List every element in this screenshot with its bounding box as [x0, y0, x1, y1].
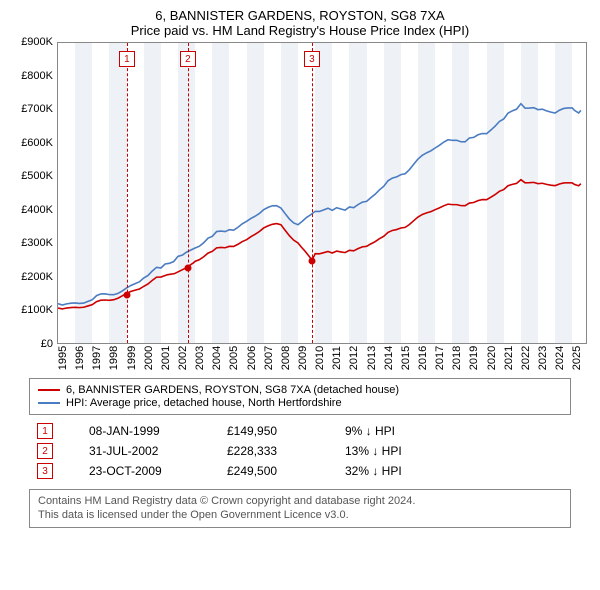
- x-tick-label: 2008: [280, 346, 292, 370]
- x-tick-label: 2003: [194, 346, 206, 370]
- legend-swatch: [38, 389, 60, 391]
- x-tick-label: 2000: [143, 346, 155, 370]
- x-tick-label: 2009: [297, 346, 309, 370]
- x-tick-label: 2024: [554, 346, 566, 370]
- x-tick-label: 2015: [400, 346, 412, 370]
- footer-line-1: Contains HM Land Registry data © Crown c…: [38, 494, 562, 508]
- chart-title: 6, BANNISTER GARDENS, ROYSTON, SG8 7XA: [10, 8, 590, 23]
- event-line: [312, 43, 313, 343]
- event-date: 23-OCT-2009: [89, 464, 209, 478]
- footer-box: Contains HM Land Registry data © Crown c…: [29, 489, 571, 528]
- event-date: 31-JUL-2002: [89, 444, 209, 458]
- y-tick-label: £100K: [21, 304, 53, 316]
- x-tick-label: 2006: [246, 346, 258, 370]
- x-tick-label: 2012: [348, 346, 360, 370]
- y-tick-label: £600K: [21, 137, 53, 149]
- event-row: 2 31-JUL-2002 £228,333 13% ↓ HPI: [29, 443, 571, 459]
- x-axis-labels: 1995 1996 1997 1998 1999 2000 2001 2002 2003 2004…: [57, 344, 587, 372]
- chart-subtitle: Price paid vs. HM Land Registry's House …: [10, 23, 590, 38]
- event-diff: 32% ↓ HPI: [345, 464, 455, 478]
- x-tick-label: 2010: [314, 346, 326, 370]
- series-hpi: [58, 104, 581, 305]
- y-tick-label: £700K: [21, 103, 53, 115]
- event-price: £228,333: [227, 444, 327, 458]
- x-tick-label: 2018: [451, 346, 463, 370]
- events-table: 1 08-JAN-1999 £149,950 9% ↓ HPI 2 31-JUL-2002…: [29, 423, 571, 479]
- y-tick-label: £0: [41, 338, 53, 350]
- legend-row: HPI: Average price, detached house, Nort…: [38, 397, 562, 409]
- chart-container: 6, BANNISTER GARDENS, ROYSTON, SG8 7XA P…: [0, 0, 600, 536]
- x-tick-label: 2020: [486, 346, 498, 370]
- x-tick-label: 2002: [177, 346, 189, 370]
- event-marker: 3: [304, 51, 320, 67]
- event-price: £249,500: [227, 464, 327, 478]
- x-tick-label: 2017: [434, 346, 446, 370]
- event-number-box: 1: [37, 423, 53, 439]
- event-price: £149,950: [227, 424, 327, 438]
- legend-label: 6, BANNISTER GARDENS, ROYSTON, SG8 7XA (…: [66, 384, 399, 396]
- y-tick-label: £900K: [21, 36, 53, 48]
- legend-box: 6, BANNISTER GARDENS, ROYSTON, SG8 7XA (…: [29, 378, 571, 415]
- x-tick-label: 2001: [160, 346, 172, 370]
- event-number-box: 3: [37, 463, 53, 479]
- event-number-box: 2: [37, 443, 53, 459]
- x-tick-label: 2016: [417, 346, 429, 370]
- legend-row: 6, BANNISTER GARDENS, ROYSTON, SG8 7XA (…: [38, 384, 562, 396]
- y-tick-label: £200K: [21, 271, 53, 283]
- x-tick-label: 2007: [263, 346, 275, 370]
- event-dot: [184, 265, 191, 272]
- y-tick-label: £500K: [21, 170, 53, 182]
- x-tick-label: 1998: [108, 346, 120, 370]
- plot-area: 1 2 3: [57, 42, 587, 344]
- x-tick-label: 2011: [331, 346, 343, 370]
- legend-swatch: [38, 402, 60, 404]
- event-dot: [123, 291, 130, 298]
- x-tick-label: 2004: [211, 346, 223, 370]
- chart-area: £0 £100K £200K £300K £400K £500K £600K £700K £80…: [13, 42, 587, 372]
- x-tick-label: 2021: [503, 346, 515, 370]
- footer-line-2: This data is licensed under the Open Gov…: [38, 508, 562, 522]
- y-tick-label: £800K: [21, 70, 53, 82]
- x-tick-label: 2019: [468, 346, 480, 370]
- event-marker: 2: [180, 51, 196, 67]
- event-date: 08-JAN-1999: [89, 424, 209, 438]
- y-tick-label: £400K: [21, 204, 53, 216]
- y-tick-label: £300K: [21, 237, 53, 249]
- x-tick-label: 2013: [366, 346, 378, 370]
- event-line: [188, 43, 189, 343]
- x-tick-label: 2023: [537, 346, 549, 370]
- event-marker: 1: [119, 51, 135, 67]
- x-tick-label: 1997: [91, 346, 103, 370]
- x-tick-label: 2025: [571, 346, 583, 370]
- x-tick-label: 2022: [520, 346, 532, 370]
- x-tick-label: 1995: [57, 346, 69, 370]
- event-diff: 13% ↓ HPI: [345, 444, 455, 458]
- y-axis-labels: £0£100K£200K£300K£400K£500K£600K£700K£80…: [13, 42, 55, 344]
- event-row: 3 23-OCT-2009 £249,500 32% ↓ HPI: [29, 463, 571, 479]
- x-tick-label: 2005: [228, 346, 240, 370]
- event-diff: 9% ↓ HPI: [345, 424, 455, 438]
- x-tick-label: 1996: [74, 346, 86, 370]
- event-dot: [308, 258, 315, 265]
- series-property: [58, 180, 581, 309]
- event-row: 1 08-JAN-1999 £149,950 9% ↓ HPI: [29, 423, 571, 439]
- x-tick-label: 1999: [126, 346, 138, 370]
- x-tick-label: 2014: [383, 346, 395, 370]
- line-layer: [58, 43, 586, 343]
- legend-label: HPI: Average price, detached house, Nort…: [66, 397, 342, 409]
